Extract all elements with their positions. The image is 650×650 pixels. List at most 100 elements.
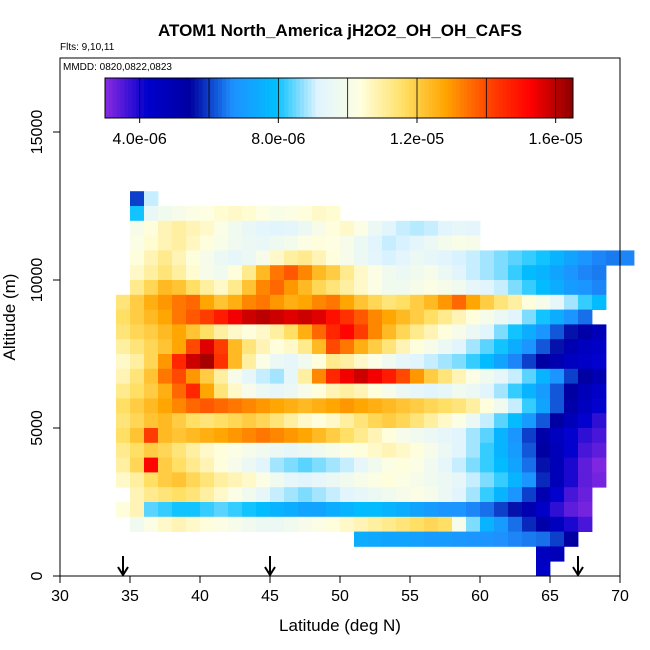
- colorbar-segment: [249, 78, 254, 118]
- heatmap-cell: [354, 368, 369, 384]
- heatmap-cell: [144, 413, 159, 429]
- heatmap-cell: [326, 428, 341, 444]
- colorbar-segment: [483, 78, 488, 118]
- heatmap-cell: [326, 206, 341, 222]
- heatmap-cell: [396, 220, 411, 236]
- heatmap-cell: [466, 324, 481, 340]
- heatmap-cell: [452, 309, 467, 325]
- heatmap-cell: [270, 339, 285, 355]
- heatmap-cell: [340, 324, 355, 340]
- y-axis: 0 5000 10000 15000: [29, 110, 60, 580]
- heatmap-cell: [214, 383, 229, 399]
- heatmap-cell: [396, 354, 411, 370]
- heatmap-cell: [186, 235, 201, 251]
- heatmap-cell: [228, 206, 243, 222]
- heatmap-cell: [480, 339, 495, 355]
- heatmap-cell: [200, 398, 215, 414]
- colorbar-segment: [537, 78, 543, 118]
- heatmap-cell: [312, 368, 327, 384]
- colorbar-segment: [432, 78, 437, 118]
- heatmap-cell: [368, 516, 383, 532]
- heatmap-cell: [536, 487, 551, 503]
- heatmap-cell: [508, 502, 523, 518]
- heatmap-cell: [256, 206, 271, 222]
- heatmap-cell: [494, 280, 509, 296]
- heatmap-cell: [452, 235, 467, 251]
- heatmap-cell: [396, 502, 411, 518]
- heatmap-cell: [186, 487, 201, 503]
- heatmap-cell: [144, 265, 159, 281]
- heatmap-cell: [340, 354, 355, 370]
- heatmap-cell: [536, 531, 551, 547]
- heatmap-cell: [424, 398, 439, 414]
- heatmap-cell: [536, 265, 551, 281]
- heatmap-cell: [144, 339, 159, 355]
- heatmap-cell: [158, 487, 173, 503]
- heatmap-cell: [284, 250, 299, 266]
- heatmap-cell: [480, 309, 495, 325]
- heatmap-cell: [536, 250, 551, 266]
- heatmap-cell: [466, 472, 481, 488]
- heatmap-cell: [354, 220, 369, 236]
- heatmap-cell: [200, 354, 215, 370]
- colorbar-segment: [471, 78, 476, 118]
- heatmap-cell: [144, 250, 159, 266]
- heatmap-cell: [144, 487, 159, 503]
- colorbar-segment: [366, 78, 371, 118]
- x-tick-label: 50: [331, 588, 349, 605]
- heatmap-cell: [312, 413, 327, 429]
- heatmap-cell: [270, 502, 285, 518]
- colorbar-segment: [116, 78, 122, 118]
- heatmap-cell: [410, 265, 425, 281]
- heatmap-cell: [172, 206, 187, 222]
- y-axis-label: Altitude (m): [0, 274, 19, 361]
- heatmap-cell: [172, 250, 187, 266]
- colorbar-segment: [502, 78, 508, 118]
- y-tick-label: 15000: [29, 110, 46, 155]
- colorbar-segment: [456, 78, 461, 118]
- heatmap-cell: [340, 413, 355, 429]
- heatmap-cell: [382, 383, 397, 399]
- heatmap-cell: [340, 428, 355, 444]
- heatmap-cell: [158, 309, 173, 325]
- heatmap-cell: [368, 368, 383, 384]
- heatmap-cell: [522, 324, 537, 340]
- heatmap-cell: [214, 398, 229, 414]
- heatmap-cell: [578, 383, 593, 399]
- colorbar-frame: [104, 77, 574, 119]
- heatmap-cell: [130, 502, 145, 518]
- colorbar-segment: [350, 78, 356, 118]
- heatmap-cell: [480, 383, 495, 399]
- heatmap-cell: [270, 265, 285, 281]
- heatmap-cell: [494, 354, 509, 370]
- colorbar-segment: [378, 78, 383, 118]
- heatmap-cell: [578, 472, 593, 488]
- x-tick-label: 30: [51, 588, 69, 605]
- heatmap-cell: [214, 294, 229, 310]
- heatmap-cell: [382, 235, 397, 251]
- heatmap-cell: [326, 309, 341, 325]
- heatmap-cell: [158, 368, 173, 384]
- heatmap-cell: [144, 309, 159, 325]
- heatmap-cell: [186, 294, 201, 310]
- heatmap-cell: [130, 442, 145, 458]
- heatmap-cell: [382, 265, 397, 281]
- colorbar-segment: [237, 78, 242, 118]
- colorbar-segment: [233, 78, 239, 118]
- heatmap-cell: [494, 457, 509, 473]
- heatmap-cell: [550, 280, 565, 296]
- heatmap-cell: [466, 442, 481, 458]
- colorbar-segment: [292, 78, 297, 118]
- heatmap-cell: [284, 442, 299, 458]
- heatmap-cell: [340, 265, 355, 281]
- colorbar-segment: [155, 78, 161, 118]
- heatmap-cell: [410, 516, 425, 532]
- colorbar-segment: [409, 78, 414, 118]
- heatmap-cell: [214, 413, 229, 429]
- heatmap-cell: [368, 383, 383, 399]
- heatmap-cell: [284, 220, 299, 236]
- heatmap-cell: [214, 339, 229, 355]
- colorbar-segment: [198, 78, 203, 118]
- heatmap-cell: [354, 531, 369, 547]
- colorbar-segment: [510, 78, 515, 118]
